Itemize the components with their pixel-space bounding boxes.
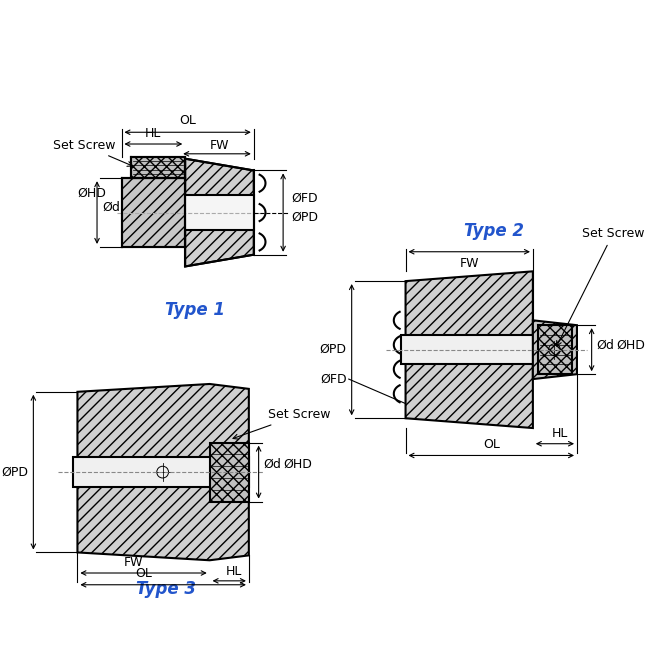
Text: Type 3: Type 3 — [135, 580, 196, 598]
Text: HL: HL — [145, 127, 161, 140]
Text: ØPD: ØPD — [1, 466, 28, 478]
Text: Ød: Ød — [596, 338, 614, 351]
Text: ØHD: ØHD — [616, 338, 645, 351]
Text: ØFD: ØFD — [320, 373, 347, 385]
Text: ØHD: ØHD — [78, 186, 107, 200]
Bar — [72, 458, 249, 487]
Bar — [538, 325, 572, 374]
Text: FW: FW — [460, 257, 479, 269]
Text: ØHD: ØHD — [283, 458, 312, 471]
Text: Set Screw: Set Screw — [557, 227, 645, 346]
Polygon shape — [131, 157, 185, 178]
Text: OL: OL — [179, 115, 196, 127]
Text: OL: OL — [483, 438, 500, 450]
Text: Set Screw: Set Screw — [53, 139, 133, 166]
Text: ØPD: ØPD — [291, 211, 318, 224]
Polygon shape — [121, 178, 185, 247]
Polygon shape — [210, 443, 249, 502]
Text: ØPD: ØPD — [320, 343, 347, 356]
Polygon shape — [185, 159, 254, 267]
Bar — [185, 195, 254, 230]
Text: HL: HL — [226, 565, 243, 578]
Text: HL: HL — [551, 427, 568, 440]
Text: FW: FW — [210, 139, 229, 152]
Bar — [401, 335, 533, 364]
Text: Ød: Ød — [102, 201, 120, 214]
Text: Set Screw: Set Screw — [233, 408, 331, 439]
Text: OL: OL — [135, 567, 152, 580]
Polygon shape — [405, 271, 533, 428]
Text: Ød: Ød — [263, 458, 281, 471]
Text: FW: FW — [124, 556, 143, 569]
Text: ØFD: ØFD — [291, 192, 318, 204]
Polygon shape — [78, 384, 249, 560]
Polygon shape — [533, 320, 577, 379]
Text: Type 1: Type 1 — [165, 301, 225, 319]
Text: Type 2: Type 2 — [464, 222, 524, 241]
